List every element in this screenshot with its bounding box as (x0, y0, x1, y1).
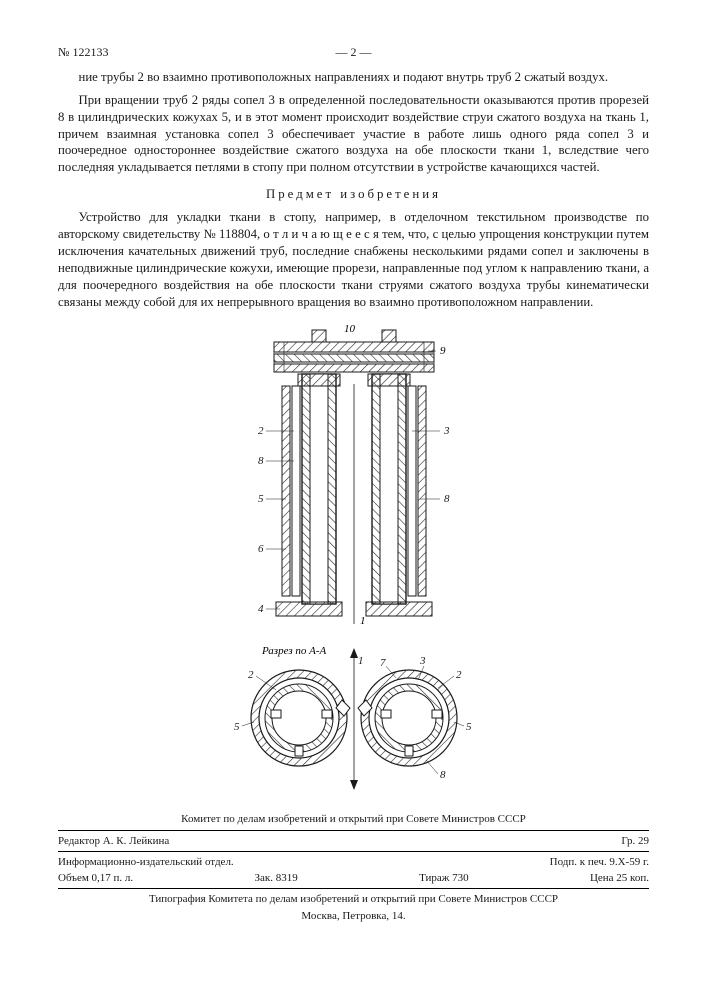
paragraph-1: ние трубы 2 во взаимно противоположных н… (58, 69, 649, 86)
sc-3: 3 (419, 655, 426, 667)
order: Зак. 8319 (255, 871, 298, 886)
body-text: ние трубы 2 во взаимно противоположных н… (58, 69, 649, 311)
callout-8r: 8 (444, 493, 450, 505)
sc-5r: 5 (466, 721, 472, 733)
sc-2r: 2 (456, 669, 462, 681)
figure: 2 8 5 6 4 3 8 (58, 324, 649, 794)
dept: Информационно-издательский отдел. (58, 855, 234, 870)
callout-10: 10 (344, 324, 356, 335)
signed: Подп. к печ. 9.X-59 г. (550, 855, 649, 870)
committee-line: Комитет по делам изобретений и открытий … (58, 812, 649, 827)
sc-2l: 2 (248, 669, 254, 681)
callout-5: 5 (258, 493, 264, 505)
callout-8: 8 (258, 455, 264, 467)
elevation-view: 2 8 5 6 4 3 8 (258, 324, 450, 627)
paragraph-2: При вращении труб 2 ряды сопел 3 в опред… (58, 92, 649, 176)
claim-heading: Предмет изобретения (58, 186, 649, 203)
sc-5l: 5 (234, 721, 240, 733)
section-view: 2 5 1 7 3 2 5 8 (234, 648, 472, 790)
diagram-svg: 2 8 5 6 4 3 8 (204, 324, 504, 794)
volume: Объем 0,17 п. л. (58, 871, 133, 886)
callout-1: 1 (360, 615, 366, 627)
doc-number: № 122133 (58, 45, 108, 61)
section-label: Разрез по А-А (261, 645, 327, 657)
colophon: Комитет по делам изобретений и открытий … (58, 812, 649, 923)
page-number: — 2 — (108, 45, 598, 61)
callout-3r: 3 (443, 425, 450, 437)
sc-7: 7 (380, 657, 386, 669)
callout-4: 4 (258, 603, 264, 615)
typography-2: Москва, Петровка, 14. (58, 909, 649, 924)
price: Цена 25 коп. (590, 871, 649, 886)
sc-1: 1 (358, 655, 364, 667)
callout-6: 6 (258, 543, 264, 555)
tirage: Тираж 730 (419, 871, 469, 886)
page-header: № 122133 — 2 — № 122133 (58, 45, 649, 61)
callout-9: 9 (440, 345, 446, 357)
typography-1: Типография Комитета по делам изобретений… (58, 892, 649, 907)
sc-8: 8 (440, 769, 446, 781)
editor: Редактор А. К. Лейкина (58, 834, 169, 849)
callout-2: 2 (258, 425, 264, 437)
claim-paragraph: Устройство для укладки ткани в стопу, на… (58, 209, 649, 310)
group: Гр. 29 (621, 834, 649, 849)
